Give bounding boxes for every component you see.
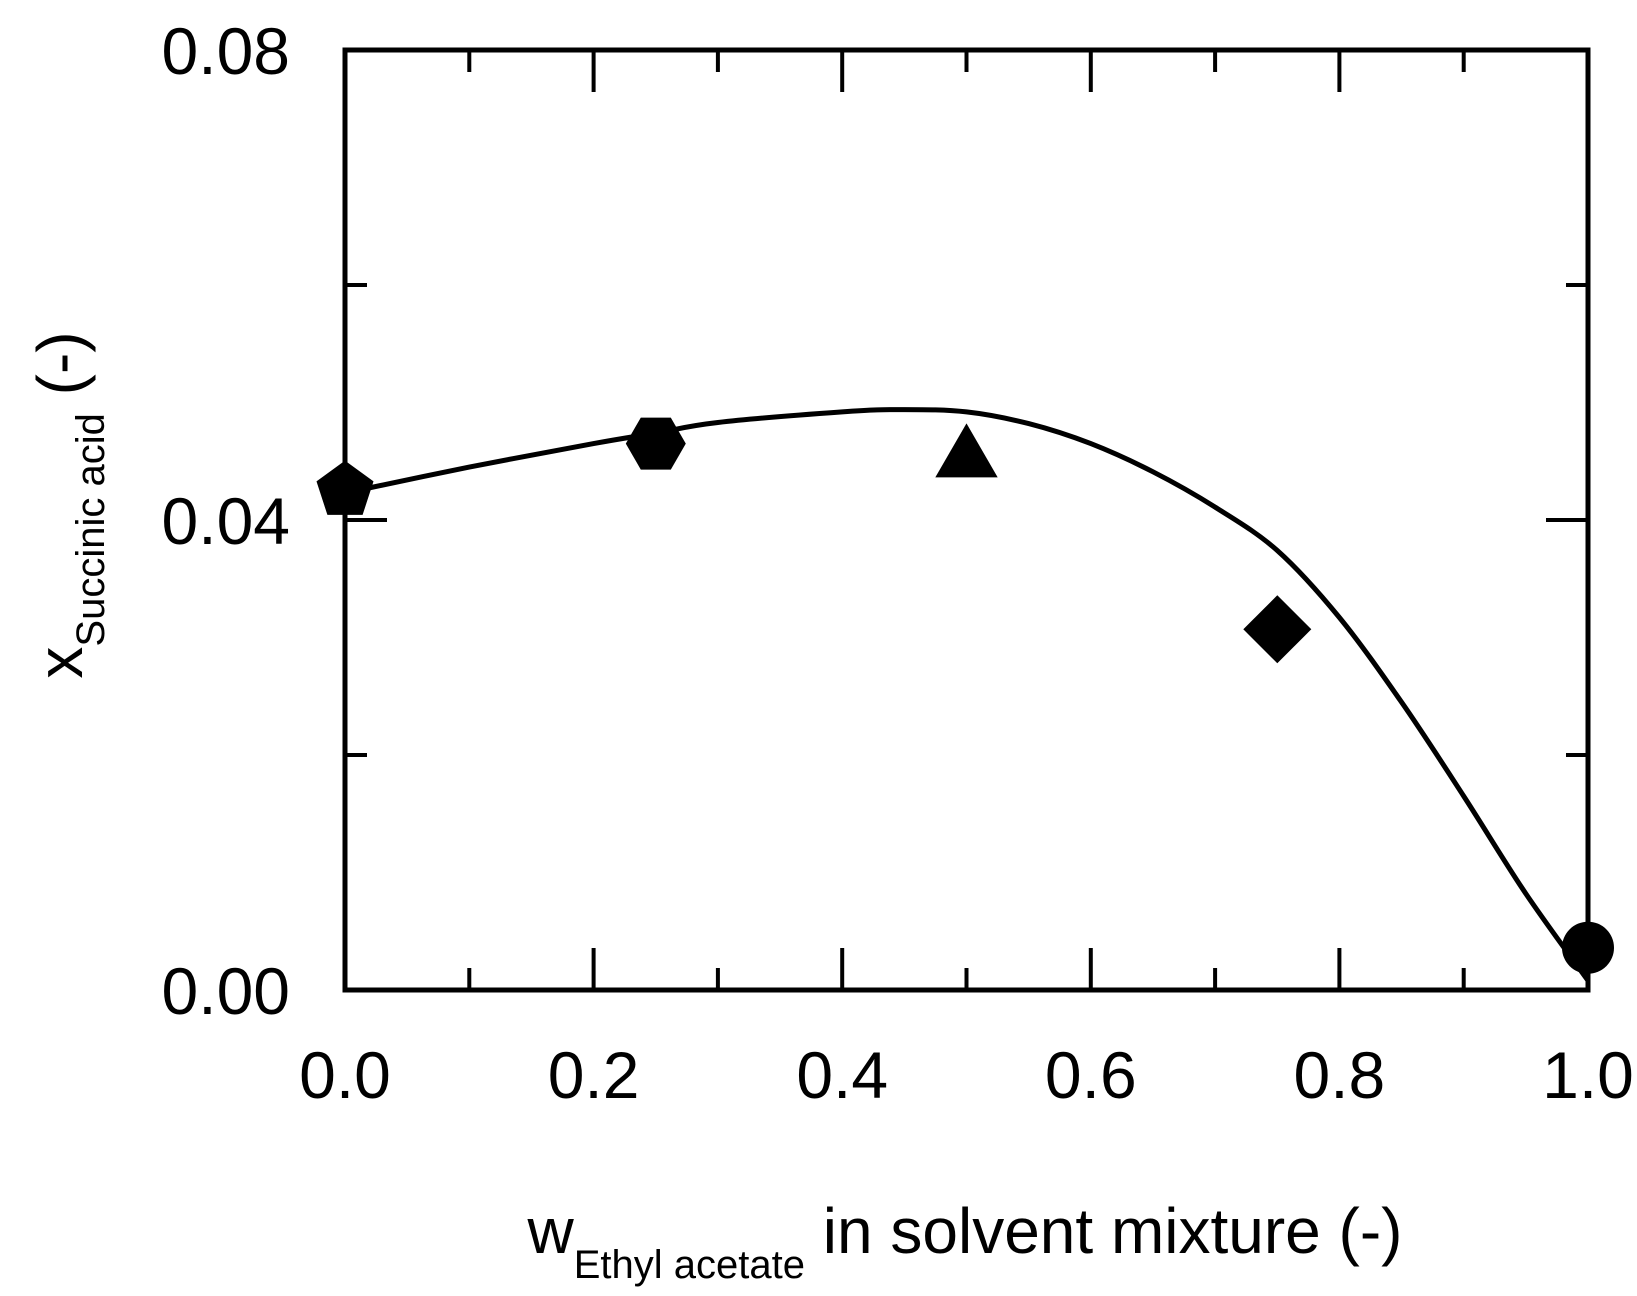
y-tick-label: 0.08 <box>162 14 290 88</box>
axis-ticks <box>343 48 1590 992</box>
x-axis-title: wEthyl acetate in solvent mixture (-) <box>527 1195 1403 1287</box>
circle-marker <box>1562 921 1614 974</box>
plot-frame <box>342 47 1591 993</box>
diamond-marker <box>1243 595 1312 664</box>
x-axis-title-main: w <box>527 1195 575 1267</box>
x-tick-label: 0.8 <box>1294 1038 1386 1112</box>
x-tick-label: 1.0 <box>1542 1038 1634 1112</box>
tick-labels: 0.0 0.2 0.4 0.6 0.8 1.0 0.00 0.04 0.08 <box>162 14 1634 1112</box>
y-axis-title-subscript: Succinic acid <box>69 413 113 646</box>
x-tick-label: 0.4 <box>796 1038 888 1112</box>
y-tick-label: 0.00 <box>162 954 290 1028</box>
fit-curve <box>342 407 1591 984</box>
y-tick-label: 0.04 <box>162 484 290 558</box>
x-tick-label: 0.2 <box>548 1038 640 1112</box>
x-tick-label: 0.0 <box>299 1038 391 1112</box>
x-axis-title-subscript: Ethyl acetate <box>574 1243 805 1287</box>
triangle-marker <box>935 423 998 478</box>
pentagon-marker <box>316 460 374 515</box>
y-axis-title: xSuccinic acid (-) <box>24 331 113 678</box>
x-tick-label: 0.6 <box>1045 1038 1137 1112</box>
x-axis-title-suffix: in solvent mixture (-) <box>805 1195 1402 1267</box>
y-axis-title-main: x <box>24 647 96 679</box>
y-axis-title-suffix: (-) <box>24 331 96 413</box>
hexagon-marker <box>625 417 686 470</box>
data-markers <box>316 417 1614 974</box>
